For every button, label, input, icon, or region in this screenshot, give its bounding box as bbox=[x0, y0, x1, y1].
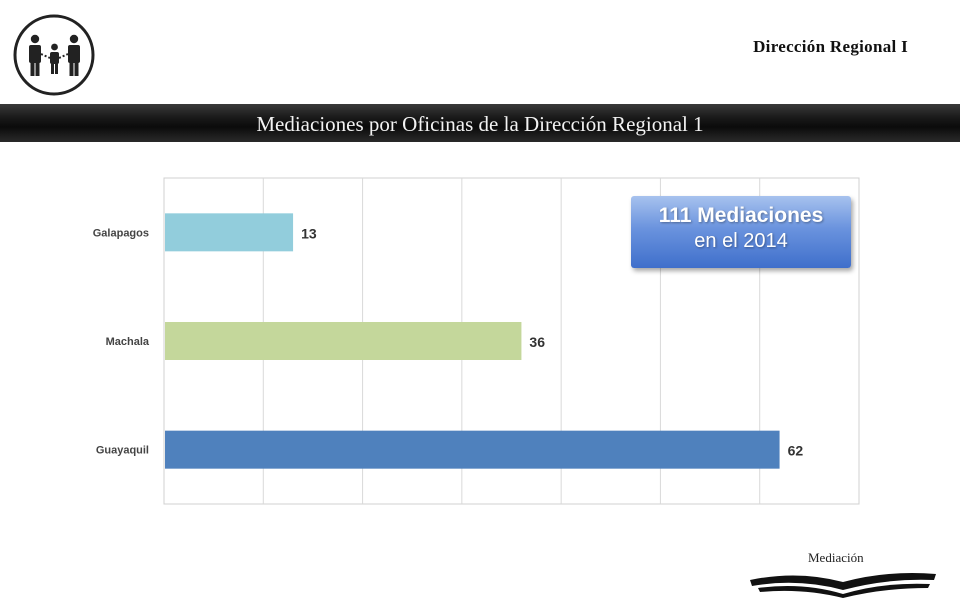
data-label: 36 bbox=[529, 334, 545, 350]
family-logo-icon bbox=[13, 14, 95, 96]
total-callout: 111 Mediaciones en el 2014 bbox=[631, 196, 851, 268]
page-title: Mediaciones por Oficinas de la Dirección… bbox=[256, 112, 704, 136]
region-title: Dirección Regional I bbox=[753, 37, 908, 56]
open-book-icon bbox=[750, 573, 936, 598]
callout-total: 111 Mediaciones bbox=[658, 204, 824, 227]
category-label: Machala bbox=[106, 336, 150, 348]
category-label: Guayaquil bbox=[96, 445, 149, 457]
footer-label: Mediación bbox=[808, 550, 864, 565]
data-label: 62 bbox=[788, 443, 804, 459]
bar-machala bbox=[165, 322, 522, 360]
bar-guayaquil bbox=[165, 430, 780, 469]
callout-year: en el 2014 bbox=[694, 230, 788, 252]
data-label: 13 bbox=[301, 225, 317, 241]
bar-galapagos bbox=[165, 213, 294, 252]
category-label: Galapagos bbox=[93, 227, 149, 239]
title-banner bbox=[0, 104, 960, 142]
